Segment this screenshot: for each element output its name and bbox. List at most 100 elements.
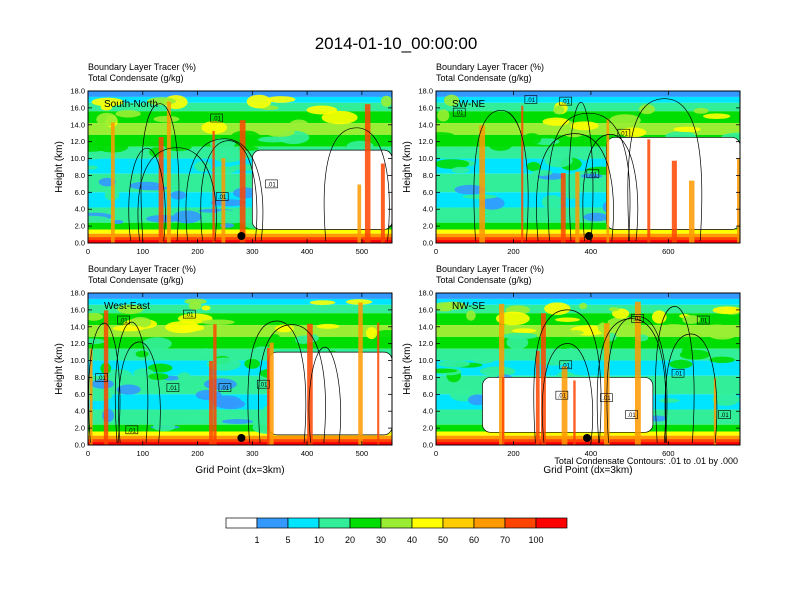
plot-frame (435, 292, 741, 446)
y-tick-label: 14.0 (70, 322, 85, 331)
colorbar-swatch (535, 517, 568, 529)
contour-label: .01 (524, 95, 538, 104)
panel-title-tracer: Boundary Layer Tracer (%) (88, 264, 196, 274)
y-axis-label: Height (km) (402, 141, 413, 193)
x-axis-label: Grid Point (dx=3km) (543, 465, 632, 476)
colorbar-level-label: 70 (500, 535, 510, 545)
contour-label: .01 (183, 309, 196, 319)
panel-title-tracer: Boundary Layer Tracer (%) (436, 264, 544, 274)
panel-west-east: Boundary Layer Tracer (%)Total Condensat… (54, 264, 393, 476)
contour-label: .01 (696, 315, 710, 325)
x-tick-label: 500 (356, 449, 369, 458)
svg-text:.01: .01 (699, 319, 708, 325)
y-axis-label: Height (km) (402, 343, 413, 395)
y-tick-label: 12.0 (70, 339, 85, 348)
contour-label: .01 (218, 383, 232, 392)
condensate-contour (247, 320, 307, 444)
contour-label: .01 (166, 383, 180, 392)
panel-label: South-North (104, 99, 158, 110)
y-tick-label: 0.0 (75, 239, 85, 248)
tracer-field: .01 .01 .01 (88, 91, 392, 243)
panel-label: SW-NE (452, 99, 485, 110)
condensate-contour (323, 127, 390, 242)
x-tick-label: 600 (662, 449, 675, 458)
condensate-contour (627, 98, 703, 242)
svg-text:.01: .01 (558, 394, 567, 400)
svg-text:.01: .01 (620, 132, 629, 138)
y-tick-label: 16.0 (418, 305, 433, 314)
y-tick-label: 10.0 (418, 154, 433, 163)
x-tick-label: 400 (585, 247, 598, 256)
y-tick-label: 18.0 (70, 289, 85, 298)
y-tick-label: 0.0 (75, 441, 85, 450)
y-tick-label: 10.0 (70, 356, 85, 365)
y-tick-label: 6.0 (423, 188, 433, 197)
y-axis-label: Height (km) (54, 141, 65, 193)
location-marker (583, 434, 592, 442)
y-tick-label: 4.0 (75, 407, 85, 416)
x-tick-label: 200 (191, 247, 204, 256)
panels: Boundary Layer Tracer (%)Total Condensat… (54, 62, 741, 476)
colorbar-level-label: 1 (254, 535, 259, 545)
contour-label: .01 (617, 128, 631, 138)
panel-south-north: Boundary Layer Tracer (%)Total Condensat… (54, 62, 393, 256)
colorbar-swatch (380, 517, 413, 529)
y-tick-label: 18.0 (418, 87, 433, 96)
contour-label: .01 (586, 169, 600, 178)
svg-text:.01: .01 (128, 428, 137, 434)
y-tick-label: 18.0 (418, 289, 433, 298)
y-tick-label: 10.0 (70, 154, 85, 163)
x-tick-label: 0 (434, 449, 438, 458)
colorbar-swatch (504, 517, 537, 529)
colorbar-swatch (318, 517, 351, 529)
x-tick-label: 0 (86, 449, 90, 458)
x-tick-label: 0 (86, 247, 90, 256)
contour-label: .01 (117, 315, 130, 325)
y-tick-label: 2.0 (423, 222, 433, 231)
svg-text:.01: .01 (213, 117, 222, 123)
panel-title-condensate: Total Condensate (g/kg) (88, 73, 184, 83)
panel-label: West-East (104, 301, 150, 312)
svg-text:.01: .01 (119, 319, 128, 325)
svg-text:.01: .01 (633, 317, 642, 323)
svg-text:.01: .01 (185, 313, 194, 319)
colorbar: 1 5 10 20 30 40 50 60 70 100 (225, 517, 568, 545)
condensate-contour (541, 343, 594, 444)
y-tick-label: 12.0 (418, 339, 433, 348)
svg-text:.01: .01 (221, 386, 230, 392)
condensate-contour (664, 333, 718, 444)
condensate-contour (140, 103, 180, 242)
svg-text:.01: .01 (455, 111, 464, 117)
svg-text:.01: .01 (627, 413, 636, 419)
contour-label: .01 (452, 107, 466, 117)
x-tick-label: 0 (434, 247, 438, 256)
x-tick-label: 200 (191, 449, 204, 458)
footnote: Total Condensate Contours: .01 to .01 by… (554, 456, 738, 466)
colorbar-level-label: 50 (438, 535, 448, 545)
panel-title-condensate: Total Condensate (g/kg) (436, 73, 532, 83)
condensate-contour (473, 109, 529, 242)
plot-frame (87, 292, 393, 446)
panel-title-tracer: Boundary Layer Tracer (%) (88, 62, 196, 72)
x-tick-label: 600 (662, 247, 675, 256)
contour-label: .01 (631, 314, 644, 323)
colorbar-level-label: 10 (314, 535, 324, 545)
condensate-contour (547, 112, 631, 242)
panel-title-tracer: Boundary Layer Tracer (%) (436, 62, 544, 72)
x-tick-label: 200 (507, 247, 520, 256)
y-tick-label: 6.0 (423, 390, 433, 399)
panel-title-condensate: Total Condensate (g/kg) (88, 275, 184, 285)
svg-text:.01: .01 (259, 383, 268, 389)
condensate-contour (582, 134, 639, 242)
contour-label: .01 (125, 425, 139, 434)
x-tick-label: 400 (301, 449, 314, 458)
y-tick-label: 0.0 (423, 239, 433, 248)
contour-label: .01 (256, 379, 270, 389)
contour-label: .01 (600, 393, 613, 402)
svg-text:.01: .01 (527, 98, 536, 104)
svg-text:.01: .01 (562, 363, 571, 369)
colorbar-swatch (225, 517, 258, 529)
y-tick-label: 2.0 (75, 424, 85, 433)
x-tick-label: 200 (507, 449, 520, 458)
y-tick-label: 6.0 (75, 188, 85, 197)
